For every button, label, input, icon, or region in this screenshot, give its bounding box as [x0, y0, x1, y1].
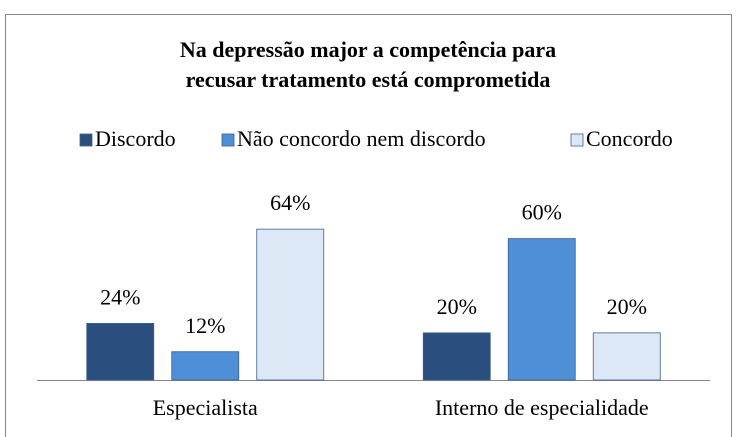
bar: [171, 351, 240, 381]
bar: [86, 323, 155, 381]
data-label: 64%: [270, 190, 310, 215]
legend-label: Não concordo nem discordo: [237, 126, 486, 151]
data-label: 60%: [522, 200, 562, 225]
data-label: 20%: [437, 294, 477, 319]
legend-label: Concordo: [586, 126, 673, 151]
x-tick-label: Interno de especialidade: [435, 395, 649, 420]
chart-title: recusar tratamento está comprometida: [186, 67, 551, 92]
legend-swatch: [570, 133, 584, 147]
legend-swatch: [221, 133, 235, 147]
legend-swatch: [79, 133, 93, 147]
data-label: 20%: [607, 294, 647, 319]
bar: [422, 332, 491, 381]
bar: [507, 238, 576, 381]
chart-title: Na depressão major a competência para: [180, 37, 556, 62]
bar: [256, 228, 325, 381]
data-label: 12%: [185, 313, 225, 338]
data-label: 24%: [100, 284, 140, 309]
legend-label: Discordo: [95, 126, 176, 151]
bar: [592, 332, 661, 381]
x-tick-label: Especialista: [153, 395, 258, 420]
